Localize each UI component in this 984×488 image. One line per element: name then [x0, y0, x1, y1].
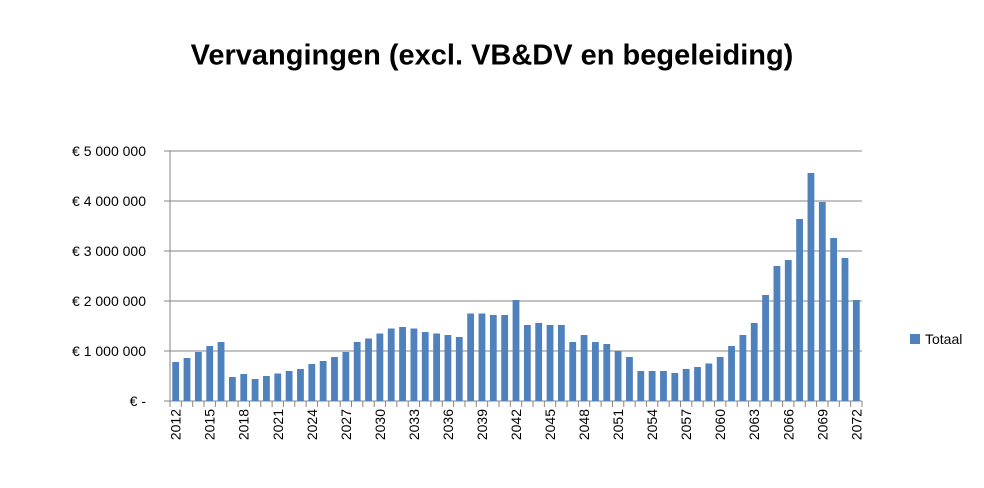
bar	[172, 362, 180, 401]
x-tick-label: 2045	[542, 409, 558, 440]
x-tick-label: 2030	[372, 409, 388, 440]
bar	[376, 333, 384, 401]
bar	[671, 373, 679, 401]
x-tick-label: 2072	[848, 409, 864, 440]
bar	[614, 351, 622, 401]
x-tick-label: 2069	[814, 409, 830, 440]
bar	[716, 357, 724, 401]
bar	[353, 342, 361, 401]
y-tick-label: € 2 000 000	[72, 293, 146, 309]
x-tick-label: 2036	[440, 409, 456, 440]
bar	[410, 328, 418, 401]
x-tick-label: 2060	[712, 409, 728, 440]
bar	[784, 260, 792, 401]
bar	[807, 173, 815, 401]
bar	[592, 342, 599, 401]
bar	[183, 358, 191, 401]
bar	[433, 333, 440, 401]
bar	[387, 328, 395, 401]
bar	[228, 377, 236, 401]
bar	[365, 338, 372, 401]
x-tick-label: 2057	[678, 409, 694, 440]
x-tick-label: 2033	[406, 409, 422, 440]
bar	[830, 238, 838, 401]
bar	[308, 364, 316, 401]
bar	[263, 376, 270, 401]
bar	[285, 371, 293, 401]
bar	[762, 295, 769, 401]
bar	[421, 332, 429, 401]
y-tick-label: € -	[130, 393, 147, 409]
bar	[705, 363, 713, 401]
x-tick-label: 2063	[746, 409, 762, 440]
bar	[297, 369, 304, 401]
bar	[319, 361, 327, 401]
bar	[240, 374, 248, 401]
bar	[728, 346, 735, 401]
bar	[637, 371, 645, 401]
x-tick-label: 2024	[304, 409, 320, 440]
bar	[852, 300, 860, 401]
x-tick-label: 2066	[780, 409, 796, 440]
x-tick-label: 2048	[576, 409, 592, 440]
legend-swatch	[910, 334, 920, 344]
bar	[194, 352, 202, 401]
x-tick-label: 2027	[338, 409, 354, 440]
y-tick-label: € 1 000 000	[72, 343, 146, 359]
bar	[796, 219, 804, 401]
bar	[818, 202, 826, 401]
bar	[478, 313, 486, 401]
bar	[557, 325, 565, 401]
bar	[217, 342, 225, 401]
bar	[694, 367, 701, 401]
bar	[331, 357, 338, 401]
bar	[750, 323, 758, 401]
bar	[648, 371, 656, 401]
x-tick-label: 2054	[644, 409, 660, 440]
bar	[569, 342, 577, 401]
bar	[546, 325, 554, 401]
x-tick-label: 2012	[168, 409, 184, 440]
x-tick-label: 2021	[270, 409, 286, 440]
y-tick-label: € 5 000 000	[72, 143, 146, 159]
x-tick-label: 2015	[202, 409, 218, 440]
x-tick-label: 2051	[610, 409, 626, 440]
bar	[206, 346, 214, 401]
y-tick-label: € 3 000 000	[72, 243, 146, 259]
legend-label: Totaal	[925, 331, 962, 347]
bar	[626, 357, 633, 401]
x-tick-label: 2039	[474, 409, 490, 440]
bar	[580, 335, 588, 401]
bar	[501, 315, 509, 401]
bar	[342, 352, 350, 401]
bar	[660, 371, 667, 401]
bar	[251, 379, 259, 401]
bar	[444, 335, 452, 401]
bar	[512, 300, 520, 401]
bar	[841, 258, 849, 401]
y-tick-label: € 4 000 000	[72, 193, 146, 209]
bar	[455, 337, 463, 401]
bar	[682, 369, 690, 401]
x-tick-label: 2018	[236, 409, 252, 440]
x-tick-label: 2042	[508, 409, 524, 440]
bar	[274, 373, 282, 401]
bar	[489, 315, 497, 401]
bar	[523, 325, 531, 401]
bar	[739, 335, 747, 401]
bar	[467, 313, 475, 401]
bar	[603, 344, 611, 401]
chart-title: Vervangingen (excl. VB&DV en begeleiding…	[191, 40, 794, 72]
bar	[773, 266, 781, 401]
bar	[399, 327, 406, 401]
bar	[535, 323, 543, 401]
